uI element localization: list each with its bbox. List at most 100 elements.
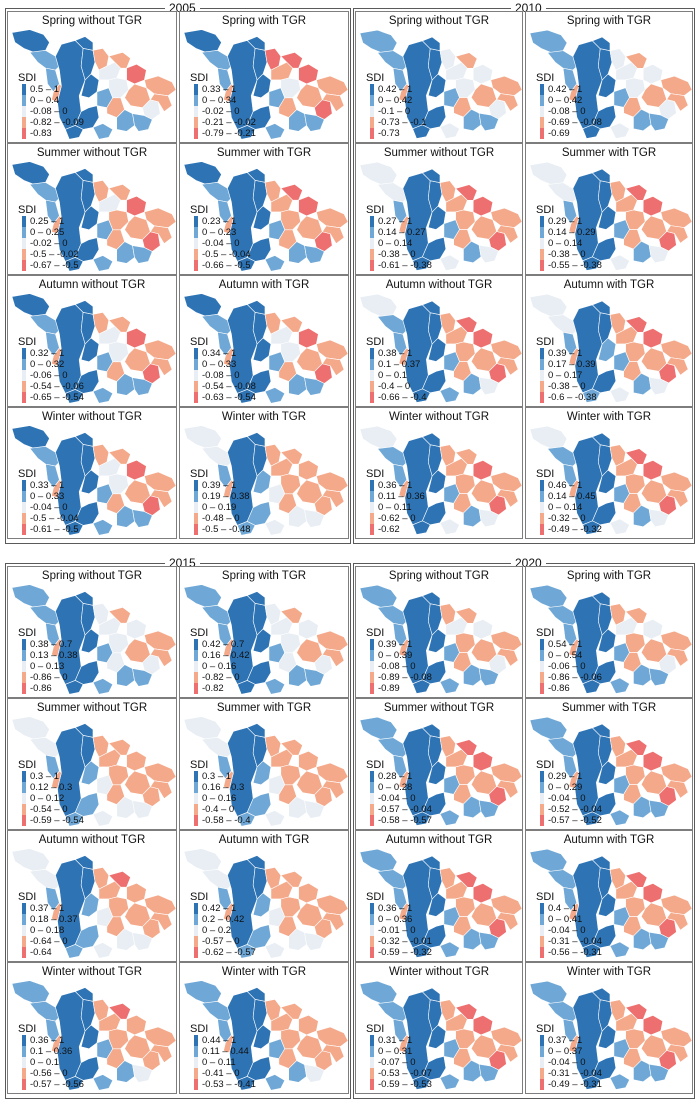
sub-basin-region	[51, 347, 62, 367]
legend-entry: -0.89 – -0.08	[370, 672, 432, 683]
sub-basin-region	[51, 1034, 62, 1054]
legend-range-label: -0.57 – -0.04	[378, 804, 432, 815]
legend-swatch	[540, 513, 544, 524]
legend-swatch	[194, 117, 198, 128]
sub-basin-region	[529, 716, 568, 740]
legend-swatch	[22, 804, 26, 815]
sub-basin-region	[359, 848, 398, 872]
sub-basin-region	[316, 207, 348, 229]
legend-range-label: 0.42 – 1	[548, 84, 583, 95]
sub-basin-region	[149, 912, 173, 932]
legend-entry: -0.67 – -0.5	[22, 260, 79, 271]
sub-basin-region	[149, 1044, 173, 1064]
sub-basin-region	[132, 668, 153, 687]
legend-range-label: -0.38 – 0	[548, 381, 586, 392]
legend-entry: -0.38 – 0	[540, 249, 586, 260]
sub-basin-region	[132, 509, 153, 528]
legend-range-label: -0.38 – 0	[548, 249, 586, 260]
legend-range-label: 0.5 – 1	[30, 84, 60, 95]
sub-basin-region	[298, 618, 319, 640]
sub-basin-region	[223, 215, 234, 235]
legend-entry: -0.5 – -0.02	[22, 249, 79, 260]
legend-swatch	[22, 650, 26, 661]
sub-basin-region	[660, 762, 692, 783]
panel-title: Winter with TGR	[566, 966, 652, 978]
legend-entry: 0.42 – 0.7	[194, 639, 244, 650]
sub-basin-region	[223, 347, 234, 367]
sub-basin-region	[298, 882, 319, 904]
legend-entry: -0.62	[370, 524, 400, 535]
sub-basin-region	[666, 1044, 689, 1063]
basin-map	[11, 293, 176, 404]
sub-basin-region	[280, 209, 301, 231]
legend-entry: 0.54 – 1	[540, 639, 582, 650]
legend-swatch	[22, 903, 26, 914]
legend-entry: 0.29 – 1	[540, 216, 582, 227]
sub-basin-region	[64, 125, 84, 140]
legend-range-label: -0.56 – -0.31	[548, 947, 602, 958]
legend-swatch	[370, 804, 374, 815]
sub-basin-region	[609, 677, 630, 694]
sub-basin-region	[246, 432, 266, 447]
sub-basin-region	[412, 943, 431, 958]
sub-basin-region	[359, 980, 398, 1004]
sub-basin-region	[439, 122, 460, 139]
sub-basin-region	[568, 770, 580, 789]
legend-range-label: 0 – 0.54	[548, 650, 583, 661]
legend-swatch	[22, 502, 26, 513]
legend-range-label: 0.12 – 0.3	[30, 782, 73, 793]
legend-range-label: -0.86	[30, 683, 52, 694]
legend-entry: 0 – 0.13	[22, 661, 64, 672]
legend-swatch	[22, 771, 26, 782]
legend-swatch	[194, 106, 198, 117]
legend-entry: -0.5 – -0.04	[22, 513, 79, 524]
legend-range-label: -0.59 – -0.32	[378, 947, 432, 958]
legend-range-label: 0.38 – 0.7	[30, 639, 73, 650]
sub-basin-region	[144, 471, 176, 493]
map-panel: Spring with TGR SDI 0.42 – 0.7 0.16 – 0.42 0…	[179, 566, 349, 698]
panel-title: Spring with TGR	[566, 570, 652, 582]
legend-swatch	[22, 238, 26, 249]
basin-map	[359, 293, 522, 403]
legend-range-label: 0 – 0.2	[202, 925, 232, 936]
sub-basin-region	[455, 632, 476, 653]
map-panel: Summer with TGR SDI 0.29 – 1 0.14 – 0.29 0 –…	[525, 143, 693, 275]
legend-range-label: -0.5 – -0.04	[30, 513, 79, 524]
sub-basin-region	[472, 327, 494, 349]
legend-swatch	[22, 1057, 26, 1068]
sub-basin-region	[648, 931, 669, 951]
sub-basin-region	[642, 327, 664, 349]
legend-swatch	[540, 524, 544, 535]
legend-swatch	[22, 793, 26, 804]
legend-swatch	[540, 117, 544, 128]
sub-basin-region	[236, 944, 256, 959]
sub-basin-region	[412, 679, 431, 694]
legend-range-label: 0.2 – 0.42	[202, 914, 245, 925]
basin-map	[529, 584, 692, 694]
legend-swatch	[370, 1057, 374, 1068]
legend-range-label: 0.37 – 1	[30, 903, 65, 914]
legend-entry: 0 – 0.37	[540, 1046, 582, 1057]
legend-range-label: -0.1 – 0	[378, 106, 411, 117]
legend-entry: 0.36 – 1	[370, 480, 412, 491]
basin-map	[359, 848, 522, 958]
legend-swatch	[370, 1035, 374, 1046]
sub-basin-region	[398, 479, 410, 498]
legend-entry: 0.46 – 1	[540, 480, 582, 491]
legend-entry: 0.39 – 1	[540, 348, 582, 359]
legend-range-label: 0.28 – 1	[378, 771, 413, 782]
basin-map	[11, 29, 176, 140]
basin-map	[359, 584, 522, 694]
basin-map	[529, 848, 692, 958]
sub-basin-region	[92, 123, 114, 140]
basin-map	[183, 980, 348, 1091]
legend-range-label: 0.14 – 0.27	[378, 227, 426, 238]
sub-basin-region	[223, 638, 234, 658]
legend-entry: 0.42 – 1	[370, 84, 412, 95]
legend-range-label: -0.04 – 0	[30, 502, 68, 513]
legend-range-label: 0 – 0.17	[548, 370, 583, 381]
sub-basin-region	[264, 387, 286, 404]
legend-range-label: 0 – 0.16	[202, 793, 237, 804]
legend-entry: -0.5 – -0.04	[194, 249, 251, 260]
